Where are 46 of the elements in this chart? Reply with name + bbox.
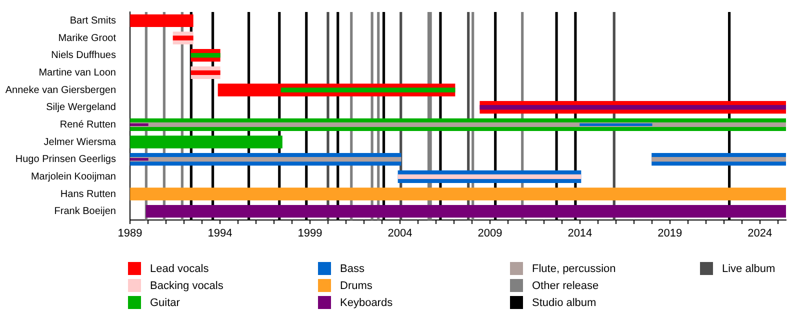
legend-label: Backing vocals	[150, 280, 224, 292]
x-tick-label: 2024	[748, 228, 772, 240]
x-tick-label: 2009	[478, 228, 502, 240]
legend-label: Live album	[722, 262, 776, 274]
bar	[130, 136, 282, 148]
legend-label: Bass	[340, 262, 364, 274]
bar	[146, 205, 786, 218]
bar	[580, 123, 652, 126]
legend-label: Drums	[340, 280, 372, 292]
bar	[190, 53, 220, 58]
y-tick-label: Silje Wergeland	[46, 102, 116, 114]
bar	[172, 36, 194, 40]
y-tick-label: Frank Boeijen	[54, 206, 116, 218]
legend-label: Lead vocals	[150, 262, 209, 274]
y-tick-label: Bart Smits	[70, 15, 116, 26]
bar	[130, 123, 148, 126]
y-tick-label: Hans Rutten	[60, 188, 116, 200]
y-tick-label: Jelmer Wiersma	[44, 136, 116, 148]
bar	[280, 88, 456, 92]
legend-label: Flute, percussion	[532, 262, 616, 274]
bar	[130, 188, 786, 200]
bar	[190, 70, 220, 75]
legend-label: Studio album	[532, 296, 596, 308]
x-tick-label: 1999	[298, 228, 322, 240]
y-tick-label: Hugo Prinsen Geerligs	[15, 154, 116, 166]
bar	[130, 158, 148, 161]
legend-label: Keyboards	[340, 296, 393, 308]
bar	[652, 157, 786, 162]
legend-label: Other release	[532, 280, 599, 292]
bar	[130, 122, 786, 127]
y-tick-label: Marike Groot	[58, 32, 116, 44]
x-tick-label: 2004	[388, 228, 412, 240]
bar	[398, 174, 582, 179]
bar	[130, 14, 194, 27]
bar	[480, 105, 786, 110]
x-tick-label: 1989	[118, 228, 142, 240]
bar	[130, 157, 402, 162]
x-tick-label: 2014	[568, 228, 592, 240]
y-tick-label: Niels Duffhues	[51, 50, 116, 62]
y-tick-label: Marjolein Kooijman	[30, 171, 116, 182]
y-tick-label: René Rutten	[60, 119, 116, 130]
legend-label: Guitar	[150, 296, 180, 308]
y-tick-label: Anneke van Giersbergen	[5, 84, 116, 96]
y-tick-label: Martine van Loon	[38, 67, 116, 78]
x-tick-label: 2019	[658, 228, 682, 240]
x-tick-label: 1994	[208, 228, 232, 240]
